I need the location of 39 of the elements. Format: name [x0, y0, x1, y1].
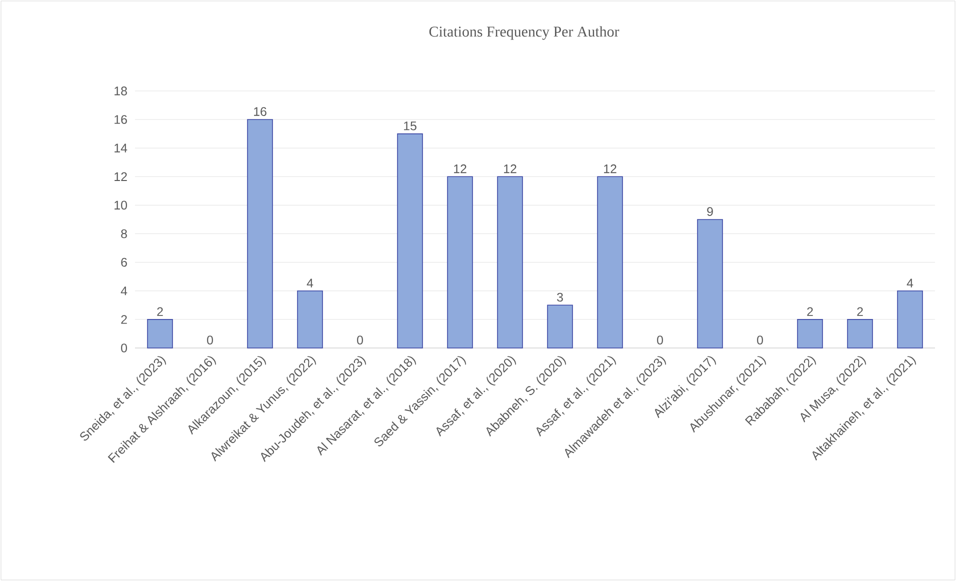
data-label: 16: [254, 107, 266, 116]
data-label: 12: [504, 164, 516, 174]
bar: [797, 319, 823, 348]
bar: [147, 319, 173, 348]
data-label: 3: [557, 292, 563, 302]
bar: [897, 290, 923, 348]
y-tick-label: 14: [114, 144, 128, 152]
y-tick-label: 4: [120, 286, 128, 296]
data-label: 2: [857, 307, 863, 316]
bar: [547, 304, 573, 348]
chart-title: Citations Frequency Per Author: [429, 26, 620, 40]
data-label: 2: [807, 307, 813, 316]
data-label: 2: [157, 307, 163, 316]
bar: [397, 133, 423, 348]
y-tick-label: 6: [121, 258, 127, 267]
bar: [297, 290, 323, 348]
data-label: 12: [604, 164, 616, 174]
data-label: 0: [207, 336, 213, 344]
y-tick-label: 2: [121, 315, 127, 324]
data-label: 0: [757, 336, 763, 344]
data-label: 4: [906, 278, 914, 288]
bar: [447, 176, 473, 348]
bar: [597, 176, 623, 348]
data-label: 15: [404, 122, 416, 130]
y-tick-label: 10: [114, 200, 127, 210]
y-tick-label: 12: [114, 172, 127, 181]
data-label: 0: [357, 336, 363, 344]
y-tick-label: 18: [114, 86, 127, 96]
bar: [847, 319, 873, 348]
data-label: 9: [707, 207, 713, 216]
data-label: 12: [454, 164, 466, 174]
bar: [697, 219, 723, 348]
data-label: 0: [657, 336, 663, 344]
data-label: 4: [306, 278, 314, 288]
y-tick-label: 0: [121, 344, 127, 352]
bar: [247, 119, 273, 348]
bar: [497, 176, 523, 348]
y-tick-label: 16: [114, 115, 127, 124]
y-tick-label: 8: [121, 229, 127, 238]
